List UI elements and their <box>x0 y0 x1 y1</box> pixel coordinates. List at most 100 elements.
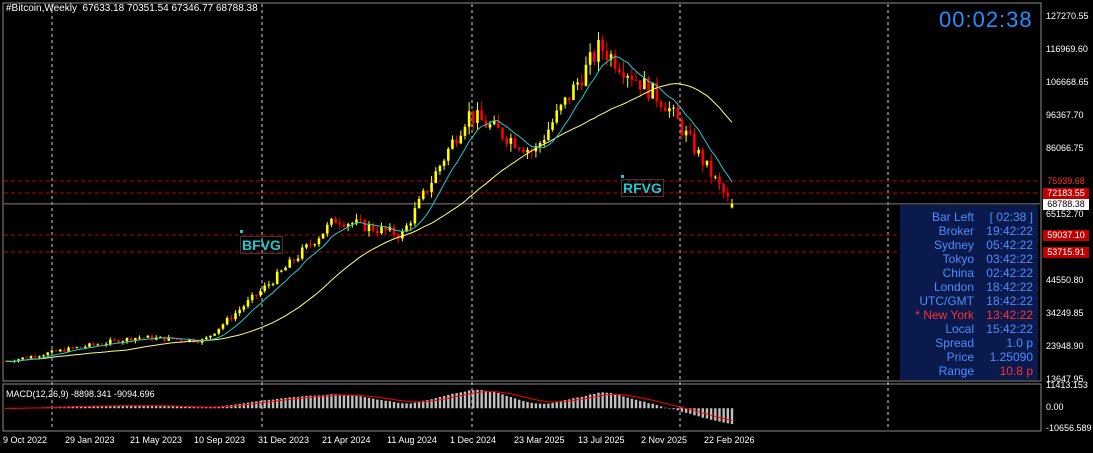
macd-bar <box>326 394 329 409</box>
macd-bar <box>317 395 321 409</box>
candle-body <box>33 356 37 358</box>
macd-bar <box>680 408 684 412</box>
candle-body <box>46 352 50 356</box>
macd-bar <box>530 402 533 409</box>
candle-body <box>67 347 70 352</box>
price-tag: 53715.91 <box>1043 246 1089 258</box>
macd-bar <box>676 408 679 411</box>
level-lines <box>4 180 1040 253</box>
candle-body <box>284 267 287 271</box>
candle-body <box>609 54 613 60</box>
macd-bar <box>422 400 425 409</box>
macd-bar <box>217 406 220 409</box>
macd-bar <box>409 403 412 409</box>
macd-bar <box>442 396 446 409</box>
macd-bar <box>84 406 87 409</box>
candle-body <box>250 294 254 301</box>
macd-bar <box>171 406 175 409</box>
macd-bar <box>634 399 638 409</box>
macd-bar <box>125 405 129 409</box>
panel-row-label: Sydney <box>933 238 974 252</box>
candle-body <box>179 339 183 341</box>
candle-body <box>121 341 125 343</box>
macd-bar <box>392 401 396 409</box>
macd-bar <box>146 405 150 409</box>
macd-bar <box>505 395 508 409</box>
panel-row: Range 10.8 p <box>900 364 1038 378</box>
macd-bar <box>672 408 675 410</box>
macd-bar <box>338 394 341 409</box>
candle-body <box>551 122 554 130</box>
macd-bar <box>267 399 271 409</box>
bfvg-marker-icon <box>240 230 243 233</box>
macd-bar <box>492 392 496 409</box>
macd-bar <box>601 392 604 409</box>
candle-body <box>722 184 725 193</box>
price-tick-label: 34249.85 <box>1046 308 1084 319</box>
candle-body <box>676 107 680 120</box>
macd-bar <box>180 406 183 409</box>
candle-body <box>426 190 429 192</box>
macd-bar <box>321 395 325 409</box>
macd-histogram <box>4 389 734 425</box>
candle-body <box>100 344 104 346</box>
macd-bar <box>296 396 300 409</box>
macd-bar <box>238 403 241 409</box>
panel-row-value: 13:42:22 <box>986 308 1033 322</box>
macd-bar <box>609 392 613 409</box>
candle-body <box>25 357 29 359</box>
panel-row: London 18:42:22 <box>900 280 1038 294</box>
macd-bar <box>117 405 120 409</box>
candle-body <box>142 337 145 339</box>
candle-body <box>430 182 433 192</box>
candle-body <box>4 361 8 363</box>
candle-body <box>384 226 387 231</box>
macd-bar <box>134 405 137 409</box>
price-tick-label: 96367.70 <box>1046 109 1084 120</box>
candle-body <box>593 52 596 62</box>
candle-body <box>597 39 600 62</box>
panel-row-label: Bar Left <box>931 210 974 224</box>
price-tick-label: 116969.60 <box>1046 43 1088 54</box>
candle-body <box>75 346 79 348</box>
time-label: 23 Mar 2025 <box>514 435 565 445</box>
candle-body <box>29 356 33 359</box>
candle-body <box>342 224 346 227</box>
bfvg-label: BFVG <box>240 236 283 254</box>
macd-bar <box>480 390 483 409</box>
macd-bar <box>714 408 717 421</box>
panel-row: Local 15:42:22 <box>900 322 1038 336</box>
candle-body <box>421 190 425 199</box>
macd-bar <box>618 395 621 409</box>
candle-body <box>138 337 141 339</box>
time-label: 9 Oct 2022 <box>3 435 48 445</box>
panel-row-value: 15:42:22 <box>986 322 1033 336</box>
macd-bar <box>668 408 671 409</box>
candle-body <box>96 344 100 346</box>
macd-bar <box>359 396 362 409</box>
macd-bar <box>655 405 659 409</box>
candle-body <box>134 338 137 342</box>
macd-bar <box>597 392 600 409</box>
macd-bar <box>142 405 145 409</box>
slow-moving-average <box>5 83 733 362</box>
macd-bar <box>497 392 500 409</box>
macd-bar <box>651 403 654 409</box>
candle-body <box>434 171 438 183</box>
macd-bar <box>313 395 316 409</box>
rfvg-label: RFVG <box>621 179 664 197</box>
macd-bar <box>518 399 521 409</box>
candle-body <box>58 349 62 352</box>
macd-bar <box>363 397 367 409</box>
macd-tick-label: -10656.589 <box>1046 423 1092 433</box>
macd-bar <box>113 405 116 409</box>
candle-body <box>225 317 229 325</box>
panel-row-value: 1.25090 <box>989 350 1033 364</box>
time-label: 11 Aug 2024 <box>387 435 437 445</box>
candle-body <box>663 107 667 112</box>
candle-body <box>626 76 629 78</box>
macd-bar <box>659 406 663 409</box>
macd-bar <box>622 396 625 409</box>
rfvg-marker-icon <box>621 175 624 178</box>
